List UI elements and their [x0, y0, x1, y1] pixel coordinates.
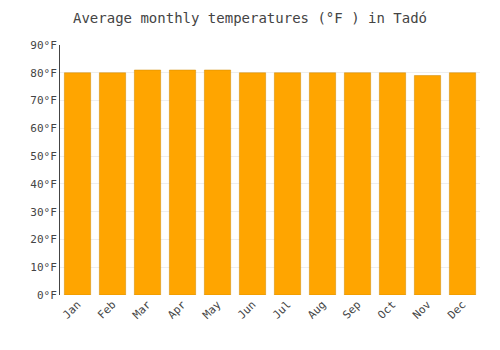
svg-text:Jun: Jun — [235, 298, 258, 321]
svg-text:Average monthly temperatures (: Average monthly temperatures (°F ) in Ta… — [73, 10, 427, 26]
svg-text:50°F: 50°F — [30, 150, 57, 163]
svg-text:10°F: 10°F — [30, 261, 57, 274]
svg-text:40°F: 40°F — [30, 178, 57, 191]
svg-text:90°F: 90°F — [30, 39, 57, 52]
svg-text:70°F: 70°F — [30, 94, 57, 107]
svg-text:Jan: Jan — [60, 298, 83, 321]
svg-text:Apr: Apr — [165, 298, 189, 322]
svg-text:Dec: Dec — [445, 298, 468, 321]
svg-text:Sep: Sep — [340, 298, 363, 321]
svg-text:Jul: Jul — [270, 298, 293, 321]
svg-text:80°F: 80°F — [30, 67, 57, 80]
svg-text:60°F: 60°F — [30, 122, 57, 135]
svg-text:Nov: Nov — [410, 298, 434, 322]
svg-text:0°F: 0°F — [37, 289, 57, 302]
svg-text:Feb: Feb — [95, 298, 118, 321]
svg-text:20°F: 20°F — [30, 233, 57, 246]
svg-text:Aug: Aug — [305, 298, 328, 321]
svg-text:May: May — [200, 298, 224, 322]
svg-text:Mar: Mar — [130, 298, 154, 322]
svg-text:Oct: Oct — [375, 298, 398, 321]
svg-text:30°F: 30°F — [30, 206, 57, 219]
